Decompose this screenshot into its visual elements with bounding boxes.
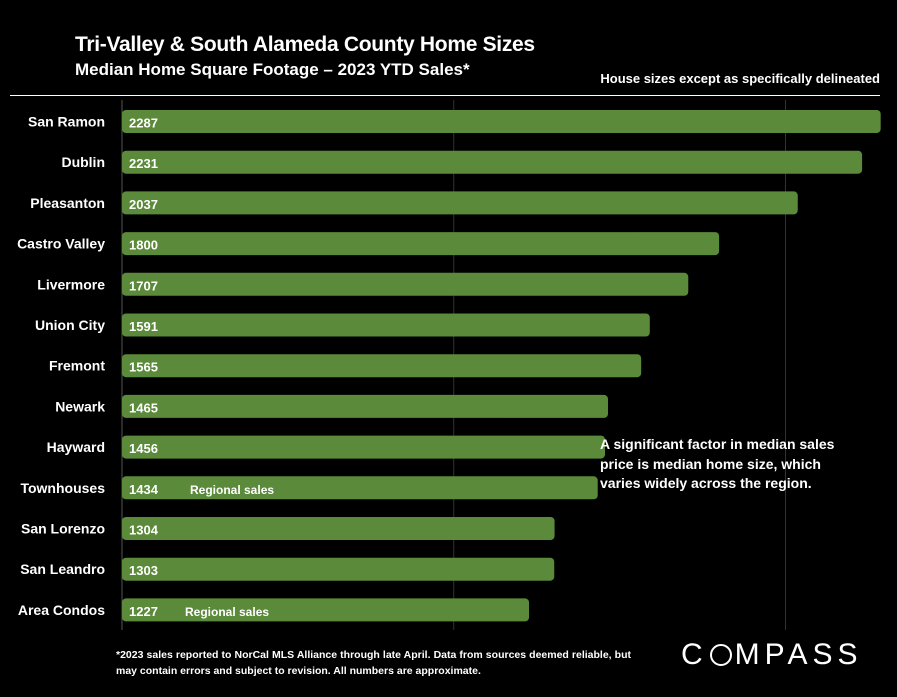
bar-note: Regional sales [185,605,269,619]
bar [122,354,642,378]
category-label: Townhouses [20,480,105,496]
category-label: Livermore [37,276,105,292]
bar [122,598,530,622]
bar [122,557,555,581]
data-label: 1434 [129,482,159,497]
bar [122,232,720,256]
data-label: 1465 [129,400,158,415]
category-label: San Leandro [20,561,105,577]
category-label: San Ramon [28,114,105,130]
bar [122,150,863,174]
category-label: Castro Valley [17,236,105,252]
bar [122,191,798,215]
chart-title: Tri-Valley & South Alameda County Home S… [75,33,535,56]
data-label: 2287 [129,116,158,131]
data-label: 1456 [129,441,158,456]
category-label: Fremont [49,358,105,374]
data-label: 1303 [129,563,158,578]
category-label: San Lorenzo [21,521,105,537]
logo-text-start: C [681,638,708,671]
footnote: *2023 sales reported to NorCal MLS Allia… [116,649,631,677]
category-label: Newark [55,398,105,414]
compass-logo: C MPASS [681,638,862,672]
header-divider [10,95,880,96]
bar [122,313,650,337]
category-label: Pleasanton [30,195,105,211]
bar [122,517,555,540]
annotation-text: A significant factor in median sales pri… [600,436,835,491]
bar [122,110,881,133]
data-label: 1591 [129,319,158,334]
bar [122,272,689,296]
category-label: Dublin [61,154,105,170]
category-label: Hayward [47,439,105,455]
chart-subtitle: Median Home Square Footage – 2023 YTD Sa… [75,60,470,79]
category-label: Area Condos [18,602,105,618]
logo-o-glyph [709,644,732,666]
data-label: 1707 [129,278,158,293]
data-label: 2231 [129,156,158,171]
category-label: Union City [35,317,105,333]
bar [122,476,598,500]
chart-note: House sizes except as specifically delin… [600,71,880,86]
data-label: 1304 [129,523,159,538]
bar-note: Regional sales [190,483,274,497]
bar [122,394,608,418]
logo-text-end: MPASS [734,638,863,671]
data-label: 1227 [129,604,158,619]
data-label: 1800 [129,238,158,253]
data-label: 2037 [129,197,158,212]
bar [122,435,606,459]
data-label: 1565 [129,360,158,375]
